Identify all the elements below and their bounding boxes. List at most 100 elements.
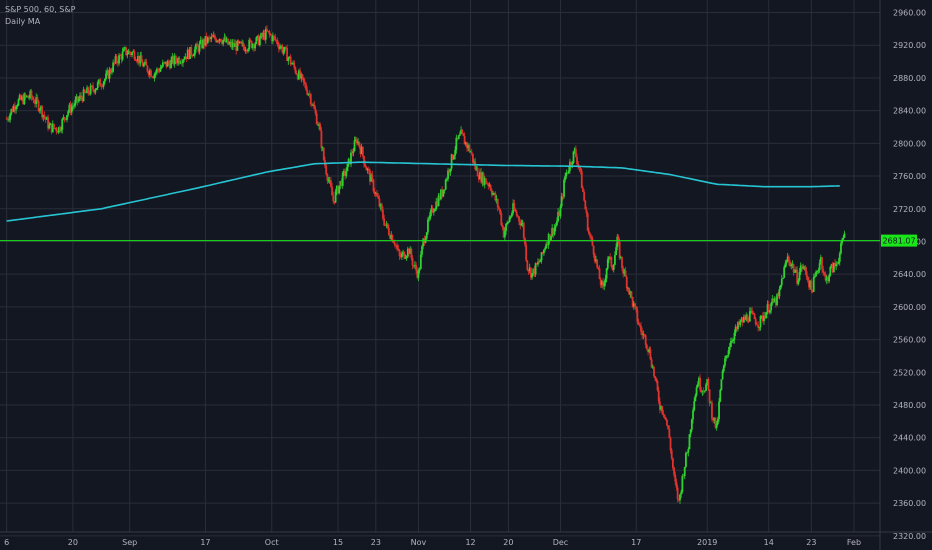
candle-body xyxy=(228,43,231,45)
candle-body xyxy=(418,268,421,271)
candle-body xyxy=(191,55,194,56)
candle-body xyxy=(192,55,195,57)
candle-body xyxy=(743,316,745,323)
candle-body xyxy=(40,106,42,110)
candle-body xyxy=(160,66,163,69)
candle-body xyxy=(340,180,343,186)
candle-body xyxy=(197,46,200,52)
candle-body xyxy=(380,204,383,210)
candle-body xyxy=(481,173,484,183)
candle-body xyxy=(806,276,809,281)
x-tick-label: Feb xyxy=(847,538,861,547)
candle-body xyxy=(66,115,68,120)
candle-body xyxy=(584,200,587,210)
candle-body xyxy=(664,417,667,420)
candle-body xyxy=(306,89,309,95)
candle-body xyxy=(62,117,65,120)
candle-body xyxy=(178,57,181,64)
candle-body xyxy=(722,365,725,372)
candle-body xyxy=(121,51,124,60)
candle-body xyxy=(783,267,786,278)
candle-body xyxy=(316,124,319,126)
candle-body xyxy=(163,62,165,64)
candle-body xyxy=(218,38,221,42)
candle-body xyxy=(229,42,232,44)
candle-body xyxy=(64,119,67,120)
candle-body xyxy=(643,334,646,336)
candle-body xyxy=(114,56,117,63)
candle-body xyxy=(369,170,371,182)
candle-body xyxy=(264,29,267,40)
candle-body xyxy=(546,243,549,246)
candle-body xyxy=(180,62,183,64)
candle-body xyxy=(551,228,554,237)
candle-body xyxy=(449,168,452,173)
candle-body xyxy=(319,124,322,131)
candle-body xyxy=(772,298,775,303)
current-price-line: 2681.07 xyxy=(0,234,917,247)
candle-body xyxy=(725,355,728,359)
x-tick-label: 20 xyxy=(68,538,78,547)
candle-body xyxy=(694,395,697,402)
candle-body xyxy=(22,96,25,105)
candle-body xyxy=(21,96,23,100)
candle-body xyxy=(805,271,808,277)
candle-body xyxy=(543,249,545,254)
candle-body xyxy=(182,59,184,64)
candle-body xyxy=(739,321,742,326)
candle-body xyxy=(738,322,741,326)
candle-body xyxy=(800,265,803,268)
candle-body xyxy=(669,437,672,451)
candle-body xyxy=(686,452,689,454)
candle-body xyxy=(270,35,273,42)
candle-body xyxy=(403,251,406,259)
candle-body xyxy=(386,223,389,229)
candle-body xyxy=(642,334,645,336)
candle-body xyxy=(630,291,633,297)
candle-body xyxy=(482,173,485,185)
candle-body xyxy=(838,253,841,262)
candle-body xyxy=(106,70,109,74)
candle-body xyxy=(122,48,125,52)
candle-body xyxy=(309,94,312,105)
candle-body xyxy=(657,390,660,402)
candle-body xyxy=(98,79,100,83)
candle-body xyxy=(699,377,702,390)
candle-body xyxy=(683,466,686,477)
candle-body xyxy=(436,201,439,207)
candle-body xyxy=(392,241,395,243)
candle-body xyxy=(398,249,401,257)
candle-body xyxy=(812,277,815,292)
candle-body xyxy=(199,39,202,44)
candle-body xyxy=(752,313,755,315)
candle-body xyxy=(277,45,280,49)
moving-average xyxy=(6,161,840,222)
candle-body xyxy=(30,90,33,98)
candle-body xyxy=(119,55,122,56)
candle-body xyxy=(553,227,556,235)
candle-body xyxy=(298,70,300,80)
candle-body xyxy=(28,97,31,99)
candle-body xyxy=(320,130,323,148)
candle-body xyxy=(164,61,167,63)
candle-body xyxy=(830,264,833,267)
candle-body xyxy=(556,220,558,226)
candle-body xyxy=(714,417,717,428)
candle-body xyxy=(705,384,707,391)
candle-body xyxy=(823,272,826,274)
candle-body xyxy=(314,109,317,114)
candle-body xyxy=(86,87,89,94)
y-tick-label: 2760.00 xyxy=(893,172,926,181)
candle-body xyxy=(170,59,173,69)
candle-body xyxy=(486,183,489,185)
candle-body xyxy=(587,230,590,234)
candle-body xyxy=(712,418,715,421)
candle-body xyxy=(377,196,380,199)
candle-body xyxy=(464,142,467,145)
candle-body xyxy=(268,31,271,35)
candle-body xyxy=(166,61,169,67)
candle-body xyxy=(779,285,782,290)
candle-body xyxy=(520,223,523,226)
candle-body xyxy=(502,226,505,238)
